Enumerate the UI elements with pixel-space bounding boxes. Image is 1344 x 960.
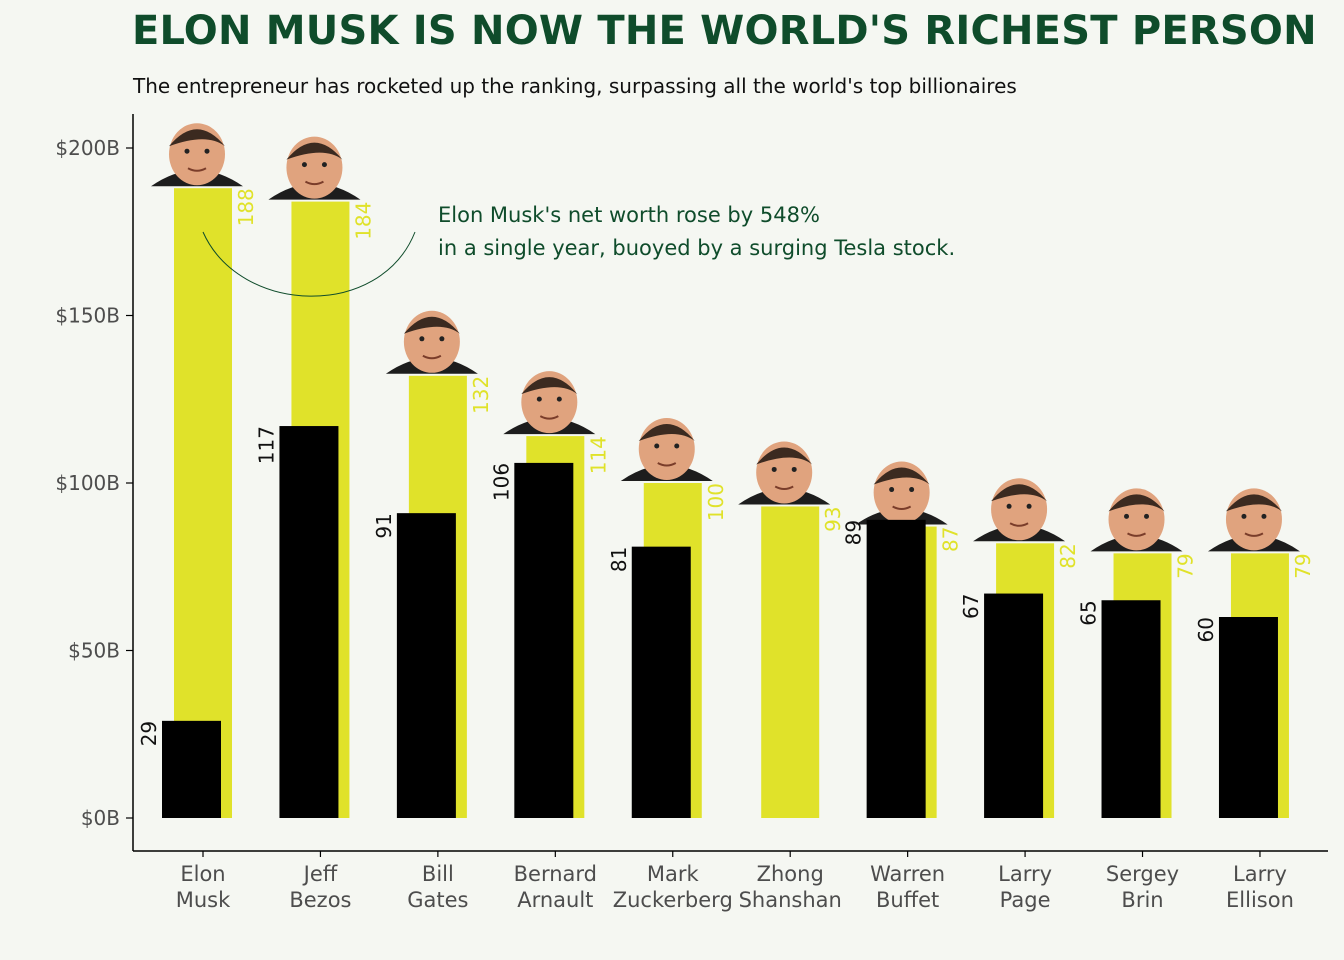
x-tick-label: Mark Zuckerberg [613,862,733,912]
annotation-text: in a single year, buoyed by a surging Te… [438,236,955,260]
x-tick-label: Elon Musk [176,862,231,912]
y-tick-label: $50B [68,639,120,663]
person-portrait-icon [503,371,596,435]
x-tick-label: Sergey Brin [1106,862,1179,912]
person-portrait-icon [855,461,948,525]
data-label-series-2: 29 [137,721,161,746]
data-label-series-1: 93 [821,506,845,531]
bar-series-2 [396,513,456,818]
bar-series-2 [279,426,339,818]
y-tick-label: $100B [55,471,120,495]
x-tick-label: Larry Page [998,862,1052,912]
data-label-series-2: 67 [959,594,983,619]
data-label-series-2: 91 [372,513,396,538]
y-tick-label: $150B [55,304,120,328]
bar-series-1 [174,188,232,818]
person-portrait-icon [1090,488,1183,552]
data-label-series-1: 79 [1291,553,1315,578]
x-tick-label: Warren Buffet [870,862,945,912]
person-portrait-icon [268,136,361,200]
data-label-series-1: 188 [234,188,258,226]
data-label-series-2: 117 [254,426,278,464]
bar-series-1 [761,506,820,818]
x-tick-label: Bill Gates [407,862,468,912]
person-portrait-icon [738,441,831,505]
data-label-series-1: 114 [586,436,610,474]
x-tick-label: Zhong Shanshan [739,862,842,912]
x-tick-label: Jeff Bezos [289,862,351,912]
chart-subtitle: The entrepreneur has rocketed up the ran… [133,74,1017,98]
annotation-text: Elon Musk's net worth rose by 548% [438,203,820,227]
chart-title: ELON MUSK IS NOW THE WORLD'S RICHEST PER… [132,8,1317,54]
y-tick-label: $0B [81,806,120,830]
data-label-series-1: 87 [939,527,963,552]
data-label-series-1: 100 [704,483,728,521]
bar-series-2 [1218,617,1278,818]
y-tick-label: $200B [55,136,120,160]
x-tick-label: Bernard Arnault [514,862,597,912]
bar-series-2 [984,593,1044,818]
data-label-series-2: 65 [1077,600,1101,625]
bar-series-2 [631,546,691,818]
x-tick-label: Larry Ellison [1226,862,1294,912]
data-label-series-1: 132 [469,376,493,414]
bar-series-2 [1101,600,1161,818]
person-portrait-icon [973,478,1066,542]
data-label-series-1: 82 [1056,543,1080,568]
person-portrait-icon [1207,488,1300,552]
annotation-arrow [202,231,416,297]
person-portrait-icon [151,123,243,187]
person-portrait-icon [385,310,478,374]
data-label-series-2: 81 [607,547,631,572]
data-label-series-1: 79 [1174,553,1198,578]
data-label-series-1: 184 [351,202,375,240]
bar-series-2 [162,720,221,818]
data-label-series-2: 60 [1194,617,1218,642]
person-portrait-icon [620,418,713,481]
data-label-series-2: 89 [842,520,866,545]
data-label-series-2: 106 [489,463,513,501]
bar-series-2 [866,519,926,818]
bar-series-2 [514,462,574,818]
